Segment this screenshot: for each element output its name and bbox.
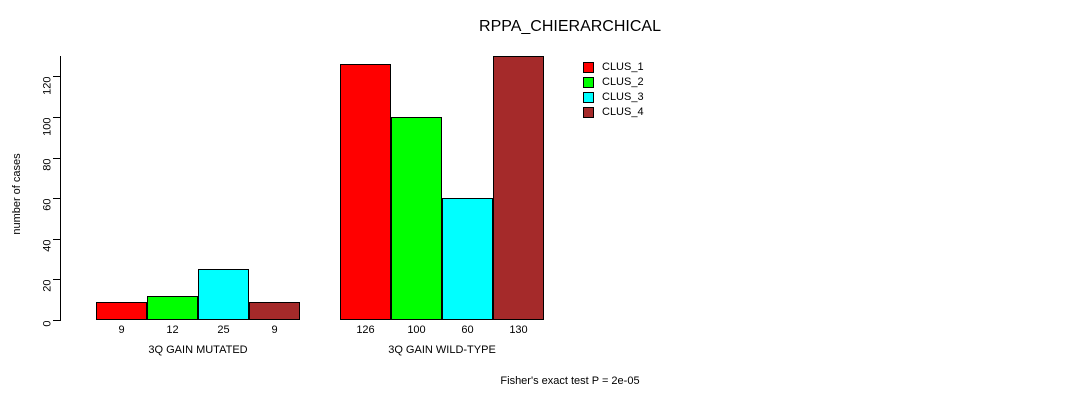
- page-title: RPPA_CHIERARCHICAL: [479, 18, 661, 35]
- legend-item-label: CLUS_1: [602, 61, 644, 73]
- bar-clus_3-group-2: [442, 198, 493, 320]
- legend-item-label: CLUS_4: [602, 106, 644, 118]
- bar-value-label: 100: [407, 324, 426, 336]
- y-axis-title: number of cases: [11, 153, 23, 235]
- y-axis-tick: [53, 76, 60, 78]
- statistical-test-note: Fisher's exact test P = 2e-05: [500, 375, 640, 387]
- y-axis-tick: [53, 279, 60, 281]
- chart-title-container: RPPA_CHIERARCHICAL: [435, 18, 705, 36]
- y-axis-tick-label: 80: [41, 158, 54, 171]
- bar-value-label: 126: [356, 324, 375, 336]
- legend-color-swatch: [583, 77, 594, 88]
- y-axis-tick-label: 100: [41, 117, 54, 136]
- bar-clus_1-group-1: [96, 301, 147, 320]
- bar-value-label: 12: [166, 324, 179, 336]
- bar-value-label: 130: [509, 324, 528, 336]
- bar-clus_3-group-1: [198, 269, 249, 320]
- bar-clus_2-group-2: [391, 116, 442, 320]
- bar-clus_4-group-1: [249, 301, 300, 320]
- y-axis-tick-label: 20: [41, 279, 54, 293]
- bar-value-label: 25: [217, 324, 230, 336]
- legend-color-swatch: [583, 107, 594, 118]
- bar-value-label: 60: [461, 324, 474, 336]
- y-axis-tick: [53, 157, 60, 159]
- y-axis-tick-label: 60: [41, 198, 54, 211]
- y-axis-tick-label: 120: [41, 76, 54, 96]
- legend-item-label: CLUS_2: [602, 76, 644, 88]
- bar-value-label: 9: [118, 324, 125, 336]
- x-axis-group-label: 3Q GAIN MUTATED: [148, 344, 248, 356]
- y-axis-line: [60, 56, 61, 321]
- y-axis-tick: [53, 320, 60, 321]
- footer-annotation-container: Fisher's exact test P = 2e-05: [435, 371, 705, 389]
- legend-color-swatch: [583, 92, 594, 103]
- bar-value-label: 9: [271, 324, 278, 336]
- y-axis-tick: [53, 198, 60, 200]
- legend-item-label: CLUS_3: [602, 91, 644, 103]
- x-axis-group-label: 3Q GAIN WILD-TYPE: [388, 344, 496, 356]
- y-axis-tick-label: 40: [41, 239, 54, 252]
- y-axis-tick-label: 0: [41, 320, 54, 327]
- legend-color-swatch: [583, 62, 594, 73]
- bar-clus_4-group-2: [493, 56, 544, 320]
- y-axis-tick: [53, 116, 60, 118]
- y-axis-tick: [53, 238, 60, 240]
- bar-clus_2-group-1: [147, 295, 198, 320]
- bar-clus_1-group-2: [340, 64, 391, 320]
